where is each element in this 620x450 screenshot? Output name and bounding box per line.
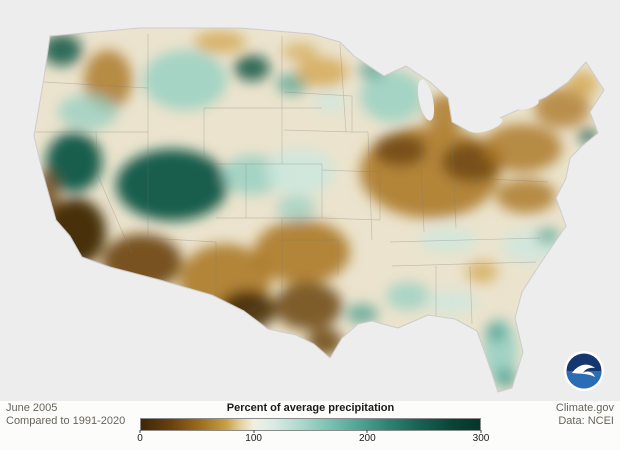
- anomaly-region-nebraska-kansas: [266, 148, 334, 196]
- legend-tickmark: [253, 430, 255, 433]
- data-source: Data: NCEI: [558, 415, 614, 427]
- legend-tick-labels: 0 100 200 300: [137, 430, 489, 446]
- lake-michigan: [417, 79, 435, 121]
- anomaly-region-pacific-nw-coast: [42, 34, 82, 66]
- anomaly-region-dakotas: [296, 57, 348, 87]
- legend-tick-label: 200: [359, 433, 376, 444]
- legend: Percent of average precipitation 0 100 200…: [137, 402, 489, 446]
- date-block: June 2005 Compared to 1991-2020: [6, 402, 125, 428]
- legend-colorbar: [140, 418, 481, 431]
- anomaly-region-houston-gulf-coast: [346, 304, 378, 324]
- anomaly-region-north-montana: [194, 31, 246, 53]
- anomaly-region-iowa-illinois: [374, 134, 426, 166]
- legend-title: Percent of average precipitation: [226, 402, 395, 414]
- state-borders: [36, 34, 549, 325]
- map-date: June 2005: [6, 402, 58, 414]
- anomaly-region-gulf-coast-alabama: [426, 290, 478, 314]
- credit-block: Climate.gov Data: NCEI: [556, 402, 614, 428]
- legend-tickmark: [480, 430, 482, 433]
- anomaly-region-west-montana: [234, 55, 270, 81]
- anomaly-region-tennessee: [418, 227, 478, 253]
- legend-tickmark: [366, 430, 368, 433]
- noaa-logo-bird-icon: [572, 364, 595, 377]
- anomaly-region-coastal-carolina: [536, 228, 560, 244]
- anomaly-region-georgia: [466, 261, 498, 283]
- climate-gov-credit: Climate.gov: [555, 402, 614, 414]
- lake-ontario: [513, 98, 539, 110]
- anomaly-region-oregon: [58, 94, 118, 130]
- anomaly-region-northeast-montana: [282, 43, 318, 61]
- anomaly-region-pennsylvania-new-york: [482, 124, 562, 172]
- anomaly-region-south-dakota: [314, 92, 346, 112]
- anomaly-region-idaho: [143, 50, 227, 110]
- anomaly-region-south-florida: [496, 368, 516, 388]
- anomaly-region-louisiana-mississippi: [386, 282, 430, 310]
- us-border-outline: [33, 27, 605, 393]
- anomaly-region-minnesota-wisconsin: [360, 70, 424, 122]
- legend-tick-label: 100: [245, 433, 262, 444]
- anomaly-region-nevada-utah: [116, 149, 228, 221]
- anomaly-region-virginia-appalachia: [496, 179, 556, 213]
- baseline-period: Compared to 1991-2020: [6, 415, 126, 427]
- lake-erie: [469, 117, 503, 133]
- anomaly-region-maine: [566, 71, 598, 97]
- anomaly-region-north-california: [46, 132, 102, 192]
- anomaly-region-central-texas: [274, 282, 342, 330]
- anomaly-region-central-florida: [486, 323, 506, 341]
- noaa-logo: [564, 351, 604, 391]
- anomaly-region-south-kansas: [276, 196, 316, 220]
- anomaly-region-oklahoma-north-texas: [254, 220, 350, 284]
- legend-tick-label: 300: [472, 433, 490, 444]
- anomaly-region-new-england: [534, 88, 590, 128]
- anomaly-region-colorado: [222, 155, 282, 195]
- legend-tickmark: [139, 430, 141, 433]
- legend-tick-label: 0: [137, 433, 143, 444]
